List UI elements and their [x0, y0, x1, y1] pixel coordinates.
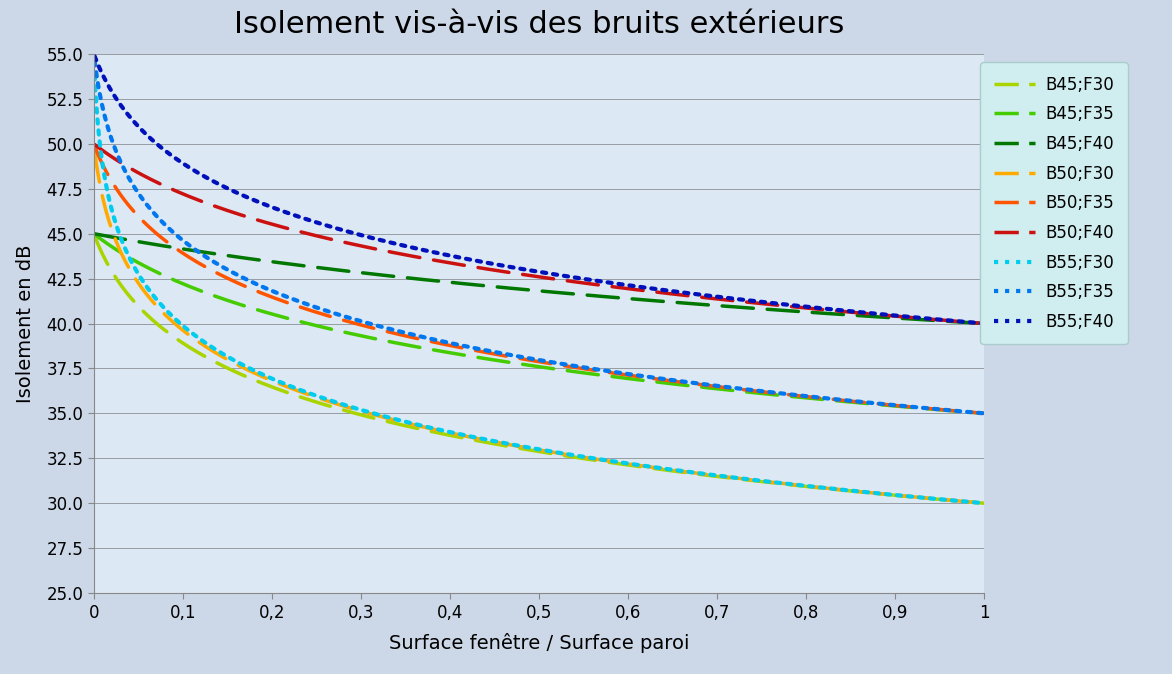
Legend: B45;F30, B45;F35, B45;F40, B50;F30, B50;F35, B50;F40, B55;F30, B55;F35, B55;F40: B45;F30, B45;F35, B45;F40, B50;F30, B50;…	[981, 62, 1127, 344]
X-axis label: Surface fenêtre / Surface paroi: Surface fenêtre / Surface paroi	[389, 633, 689, 652]
Y-axis label: Isolement en dB: Isolement en dB	[16, 244, 35, 403]
Title: Isolement vis-à-vis des bruits extérieurs: Isolement vis-à-vis des bruits extérieur…	[234, 10, 844, 39]
